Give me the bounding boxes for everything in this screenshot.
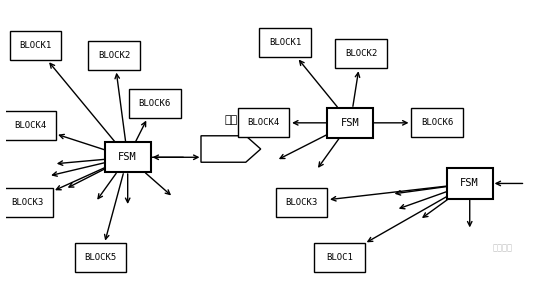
- FancyBboxPatch shape: [129, 89, 181, 118]
- Text: BLOCK6: BLOCK6: [138, 99, 171, 108]
- FancyBboxPatch shape: [314, 243, 365, 272]
- Text: BLOCK3: BLOCK3: [11, 198, 43, 207]
- Text: BLOCK6: BLOCK6: [421, 118, 453, 127]
- Text: FSM: FSM: [119, 152, 137, 162]
- Polygon shape: [201, 136, 261, 162]
- Text: BLOCK2: BLOCK2: [345, 49, 377, 59]
- FancyBboxPatch shape: [88, 41, 140, 70]
- FancyBboxPatch shape: [447, 168, 493, 199]
- FancyBboxPatch shape: [335, 40, 387, 68]
- Text: 改进: 改进: [224, 115, 238, 125]
- FancyBboxPatch shape: [238, 108, 289, 137]
- FancyBboxPatch shape: [2, 188, 53, 217]
- Text: BLOCK5: BLOCK5: [84, 253, 117, 262]
- FancyBboxPatch shape: [105, 142, 151, 172]
- FancyBboxPatch shape: [412, 108, 463, 137]
- Text: BLOCK2: BLOCK2: [98, 51, 130, 60]
- FancyBboxPatch shape: [276, 188, 327, 217]
- FancyBboxPatch shape: [75, 243, 126, 272]
- FancyBboxPatch shape: [327, 108, 373, 138]
- Text: BLOCK4: BLOCK4: [247, 118, 280, 127]
- FancyBboxPatch shape: [9, 31, 61, 60]
- Text: FSM: FSM: [460, 179, 479, 189]
- Text: 创新互联: 创新互联: [493, 244, 512, 253]
- FancyBboxPatch shape: [259, 28, 311, 57]
- Text: FSM: FSM: [341, 118, 360, 128]
- FancyBboxPatch shape: [4, 111, 56, 140]
- Text: BLOCK1: BLOCK1: [269, 38, 301, 47]
- Text: BLOCK4: BLOCK4: [14, 121, 46, 130]
- Text: BLOCK3: BLOCK3: [285, 198, 317, 207]
- Text: BLOCK1: BLOCK1: [19, 41, 52, 50]
- Text: BLOC1: BLOC1: [326, 253, 353, 262]
